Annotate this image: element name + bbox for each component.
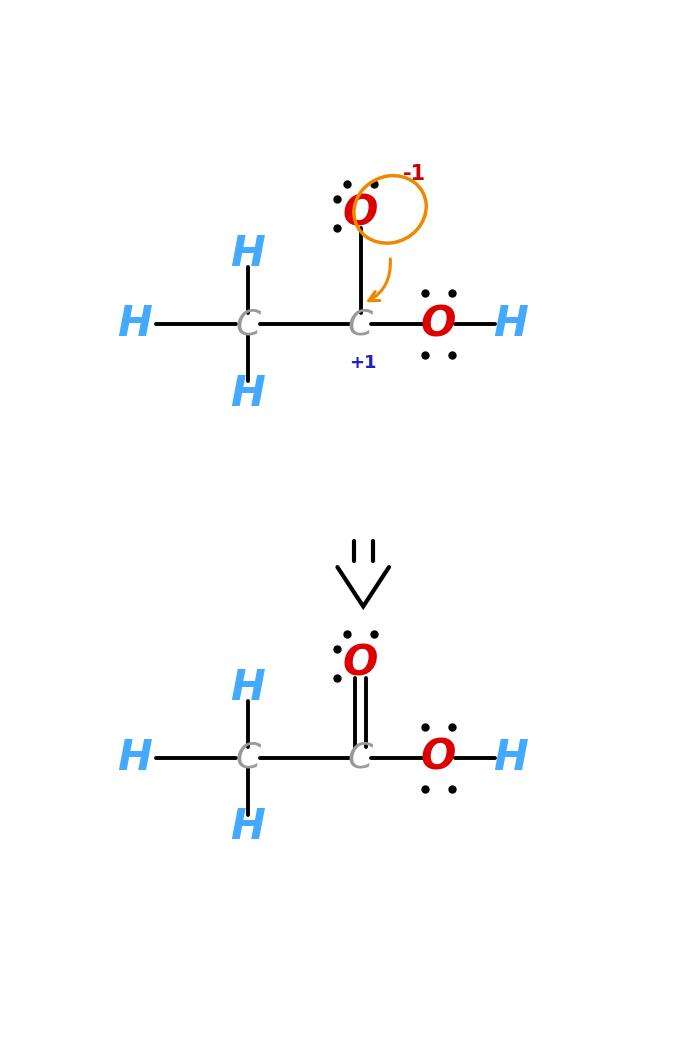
Text: C: C (348, 307, 373, 341)
Text: -1: -1 (403, 164, 426, 184)
Text: H: H (118, 737, 152, 779)
Text: H: H (493, 303, 528, 345)
Text: C: C (235, 307, 261, 341)
Text: H: H (230, 234, 265, 275)
Text: H: H (230, 668, 265, 709)
Text: O: O (421, 303, 456, 345)
Text: O: O (421, 737, 456, 779)
Text: C: C (235, 741, 261, 775)
Text: +1: +1 (349, 354, 377, 372)
Text: H: H (230, 807, 265, 848)
Text: O: O (343, 192, 378, 235)
Text: H: H (118, 303, 152, 345)
Text: O: O (343, 643, 378, 685)
Text: H: H (230, 372, 265, 415)
Text: H: H (493, 737, 528, 779)
Text: C: C (348, 741, 373, 775)
